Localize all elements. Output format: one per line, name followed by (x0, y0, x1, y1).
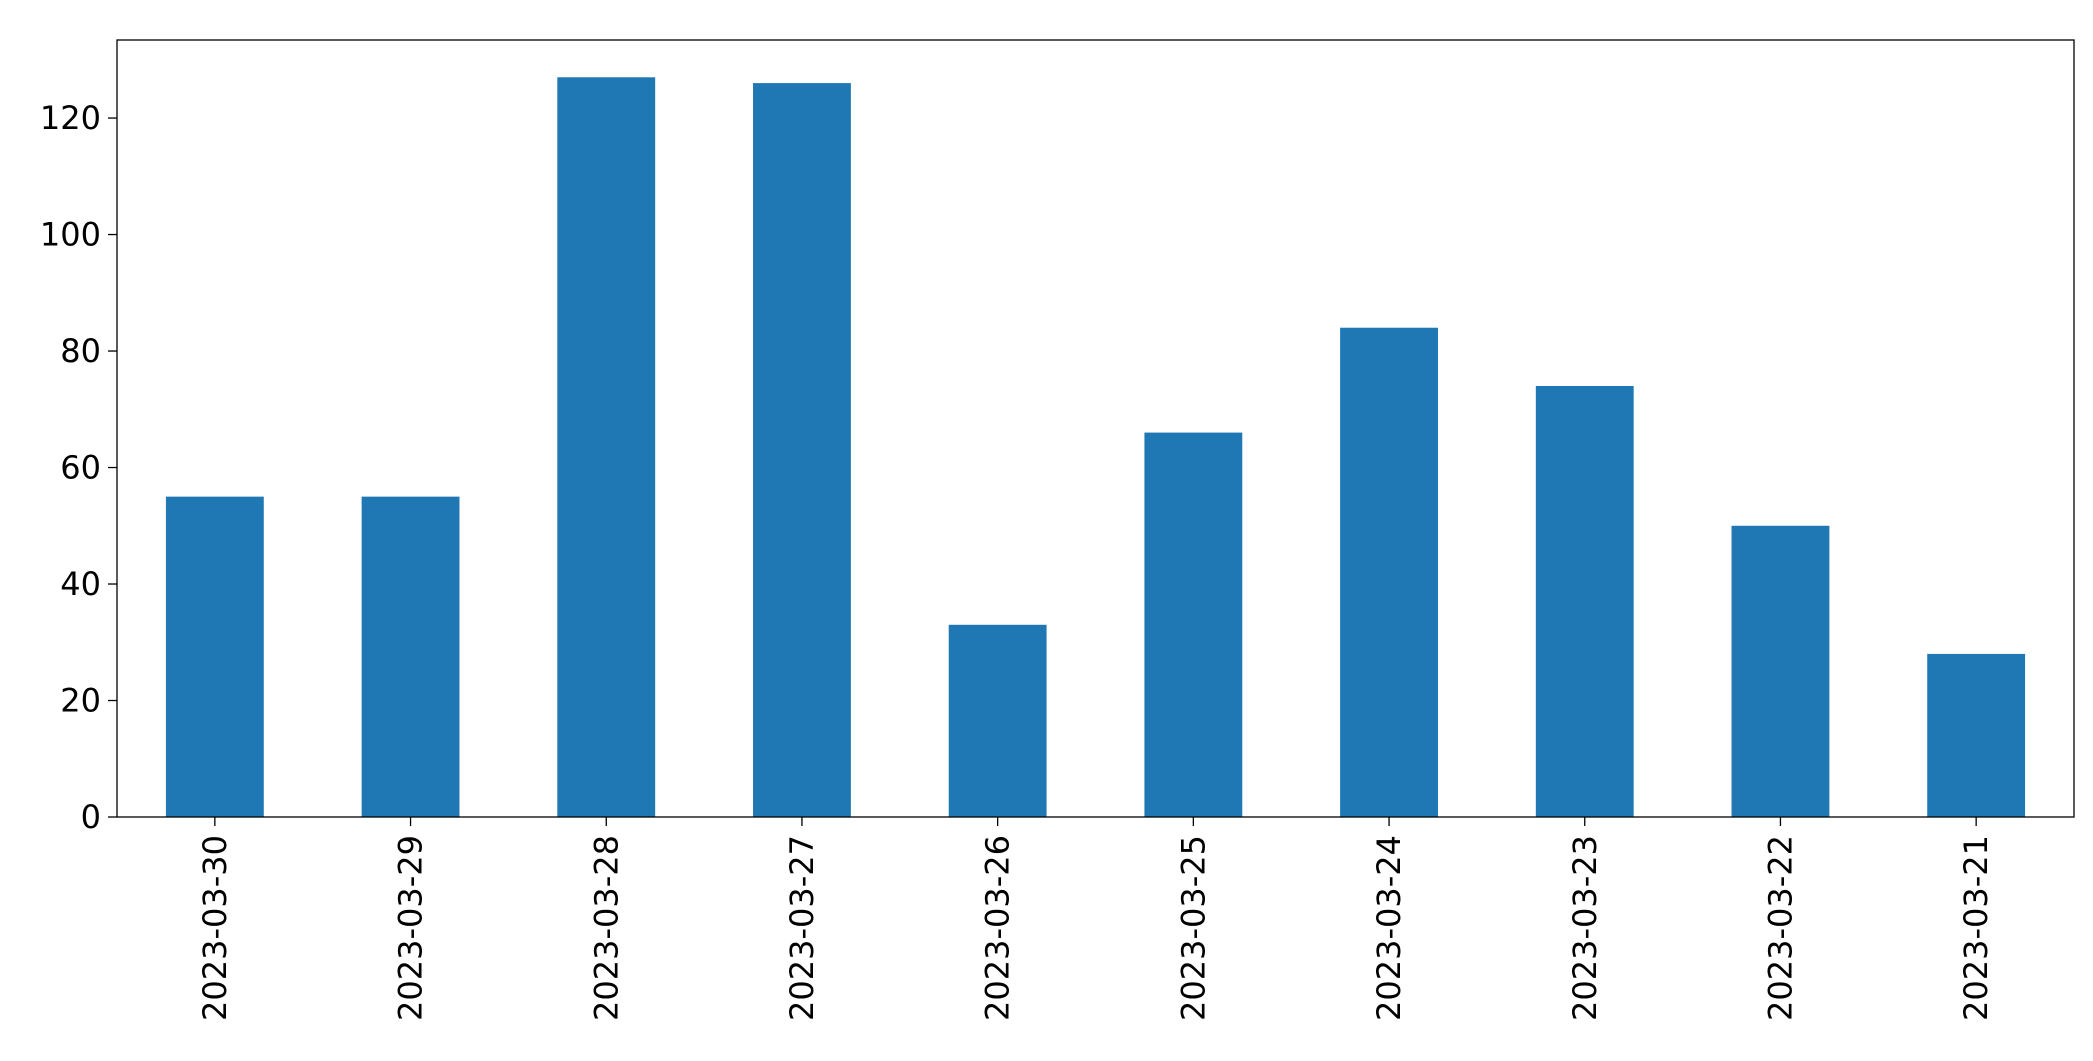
bar (1144, 432, 1243, 817)
y-tick-label: 20 (60, 682, 101, 720)
x-tick-label: 2023-03-23 (1566, 835, 1604, 1021)
bar (557, 77, 656, 818)
bar (948, 624, 1047, 817)
x-tick-label: 2023-03-28 (587, 835, 625, 1021)
y-tick-label: 60 (60, 449, 101, 487)
x-tick-label: 2023-03-25 (1174, 835, 1212, 1021)
x-tick-label: 2023-03-21 (1957, 835, 1995, 1021)
bar (1535, 385, 1634, 817)
x-tick-label: 2023-03-26 (979, 835, 1017, 1021)
x-tick-label: 2023-03-27 (783, 835, 821, 1021)
y-tick-label: 40 (60, 565, 101, 603)
axes-frame (116, 39, 2075, 818)
x-tick-label: 2023-03-22 (1761, 835, 1799, 1021)
x-tick-label: 2023-03-24 (1370, 835, 1408, 1021)
bar (165, 496, 264, 817)
x-tick-label: 2023-03-29 (392, 835, 430, 1021)
bar (1731, 525, 1830, 817)
bar (361, 496, 460, 817)
y-tick-label: 120 (40, 99, 101, 137)
bar (1927, 653, 2026, 817)
bar (753, 83, 851, 818)
x-tick-label: 2023-03-30 (196, 835, 234, 1021)
bar (1340, 327, 1438, 817)
y-tick-label: 80 (60, 332, 101, 370)
y-tick-label: 0 (81, 798, 101, 836)
y-tick-label: 100 (40, 216, 101, 254)
